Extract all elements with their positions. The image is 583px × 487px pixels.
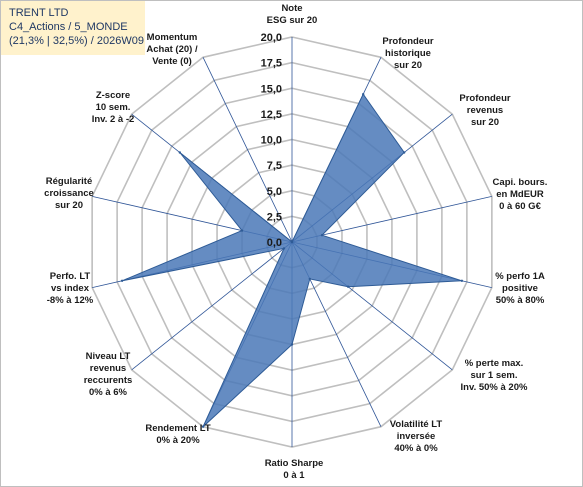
data-point [178, 151, 181, 154]
category-label-line: Perfo. LT [50, 271, 91, 282]
data-point [201, 425, 205, 428]
tick-label: 17,5 [261, 58, 282, 70]
category-label-line: sur 1 sem. [471, 370, 518, 381]
category-label-line: Momentum [147, 32, 198, 43]
category-label-line: positive [502, 283, 538, 294]
category-label: Régularité croissance sur 20 [44, 176, 94, 211]
tick-label: 20,0 [261, 32, 282, 44]
category-label-line: % perte max. [465, 358, 524, 369]
category-label-line: Niveau LT [86, 351, 131, 362]
tick-label: 10,0 [261, 135, 282, 147]
data-point [308, 277, 311, 281]
title-box: TRENT LTD C4_Actions / 5_MONDE (21,3% | … [1, 1, 145, 55]
category-label-line: sur 20 [394, 60, 422, 71]
category-label-line: 0% à 20% [156, 435, 200, 446]
category-label: % perfo 1A positive 50% à 80% [495, 271, 545, 306]
category-label-line: reccurents [84, 375, 133, 386]
category-label-line: revenus [90, 363, 126, 374]
category-label-line: vs index [51, 283, 90, 294]
category-label-line: inversée [397, 431, 436, 442]
data-point [346, 285, 350, 288]
tick-label: 15,0 [261, 83, 282, 95]
category-label-line: sur 20 [471, 117, 499, 128]
category-label-line: % perfo 1A [495, 271, 545, 282]
data-point [290, 343, 294, 346]
category-label-line: croissance [44, 188, 94, 199]
category-label: Profondeur revenus sur 20 [459, 93, 510, 128]
category-label-line: 0 à 60 G€ [499, 201, 541, 212]
category-label: Profondeur historique sur 20 [382, 36, 433, 71]
data-point [120, 279, 124, 282]
tick-label: 5,0 [267, 186, 282, 198]
data-point [320, 234, 324, 237]
category-label: Z-score 10 sem. Inv. 2 à -2 [92, 90, 135, 125]
axis-spoke [202, 57, 293, 243]
axis-spoke [291, 195, 492, 243]
data-series-area [121, 93, 463, 428]
category-label-line: 40% à 0% [394, 443, 438, 454]
category-label-line: 50% à 80% [496, 295, 545, 306]
category-label: Momentum Achat (20) / Vente (0) [146, 32, 198, 67]
category-label: Rendement LT 0% à 20% [145, 423, 210, 446]
category-label-line: Rendement LT [145, 423, 210, 434]
category-label: Ratio Sharpe 0 à 1 [265, 458, 324, 481]
category-label-line: sur 20 [55, 200, 83, 211]
tick-label: 0,0 [267, 237, 282, 249]
data-point [362, 93, 365, 96]
category-label-line: historique [385, 48, 431, 59]
category-label-line: Profondeur [459, 93, 510, 104]
category-label: % perte max. sur 1 sem. Inv. 50% à 20% [461, 358, 528, 393]
tick-label: 2,5 [267, 211, 282, 223]
title-line-company: TRENT LTD [9, 7, 69, 19]
category-label: Volatilité LT inversée 40% à 0% [390, 419, 443, 454]
category-label: Niveau LT revenus reccurents 0% à 6% [84, 351, 133, 398]
category-label-line: Inv. 50% à 20% [461, 382, 528, 393]
category-label-line: -8% à 12% [47, 295, 94, 306]
category-label-line: Vente (0) [152, 56, 192, 67]
axis-spoke [131, 241, 293, 371]
category-label-line: Note [281, 3, 302, 14]
tick-label: 12,5 [261, 109, 282, 121]
category-label-line: revenus [467, 105, 503, 116]
category-label-line: Achat (20) / [146, 44, 198, 55]
title-line-category: C4_Actions / 5_MONDE [9, 21, 128, 33]
category-label: Perfo. LT vs index -8% à 12% [47, 271, 94, 306]
category-label: Capi. bours. en MdEUR 0 à 60 G€ [493, 177, 548, 212]
data-point [290, 240, 294, 244]
category-label-line: Capi. bours. [493, 177, 548, 188]
title-line-stats: (21,3% | 32,5%) / 2026W09 [9, 35, 144, 47]
category-label-line: Inv. 2 à -2 [92, 114, 135, 125]
category-label-line: Z-score [96, 90, 130, 101]
category-label-line: Volatilité LT [390, 419, 443, 430]
data-point [403, 151, 406, 154]
data-point [460, 279, 464, 282]
category-label-line: Ratio Sharpe [265, 458, 324, 469]
category-label-line: 0 à 1 [283, 470, 305, 481]
category-label-line: 0% à 6% [89, 387, 128, 398]
category-label: Note ESG sur 20 [267, 3, 318, 26]
category-label-line: en MdEUR [496, 189, 544, 200]
data-point [240, 229, 244, 232]
category-label-line: ESG sur 20 [267, 15, 318, 26]
data-point [282, 247, 286, 250]
tick-label: 7,5 [267, 160, 282, 172]
category-label-line: 10 sem. [96, 102, 131, 113]
category-label-line: Régularité [46, 176, 92, 187]
category-label-line: Profondeur [382, 36, 433, 47]
